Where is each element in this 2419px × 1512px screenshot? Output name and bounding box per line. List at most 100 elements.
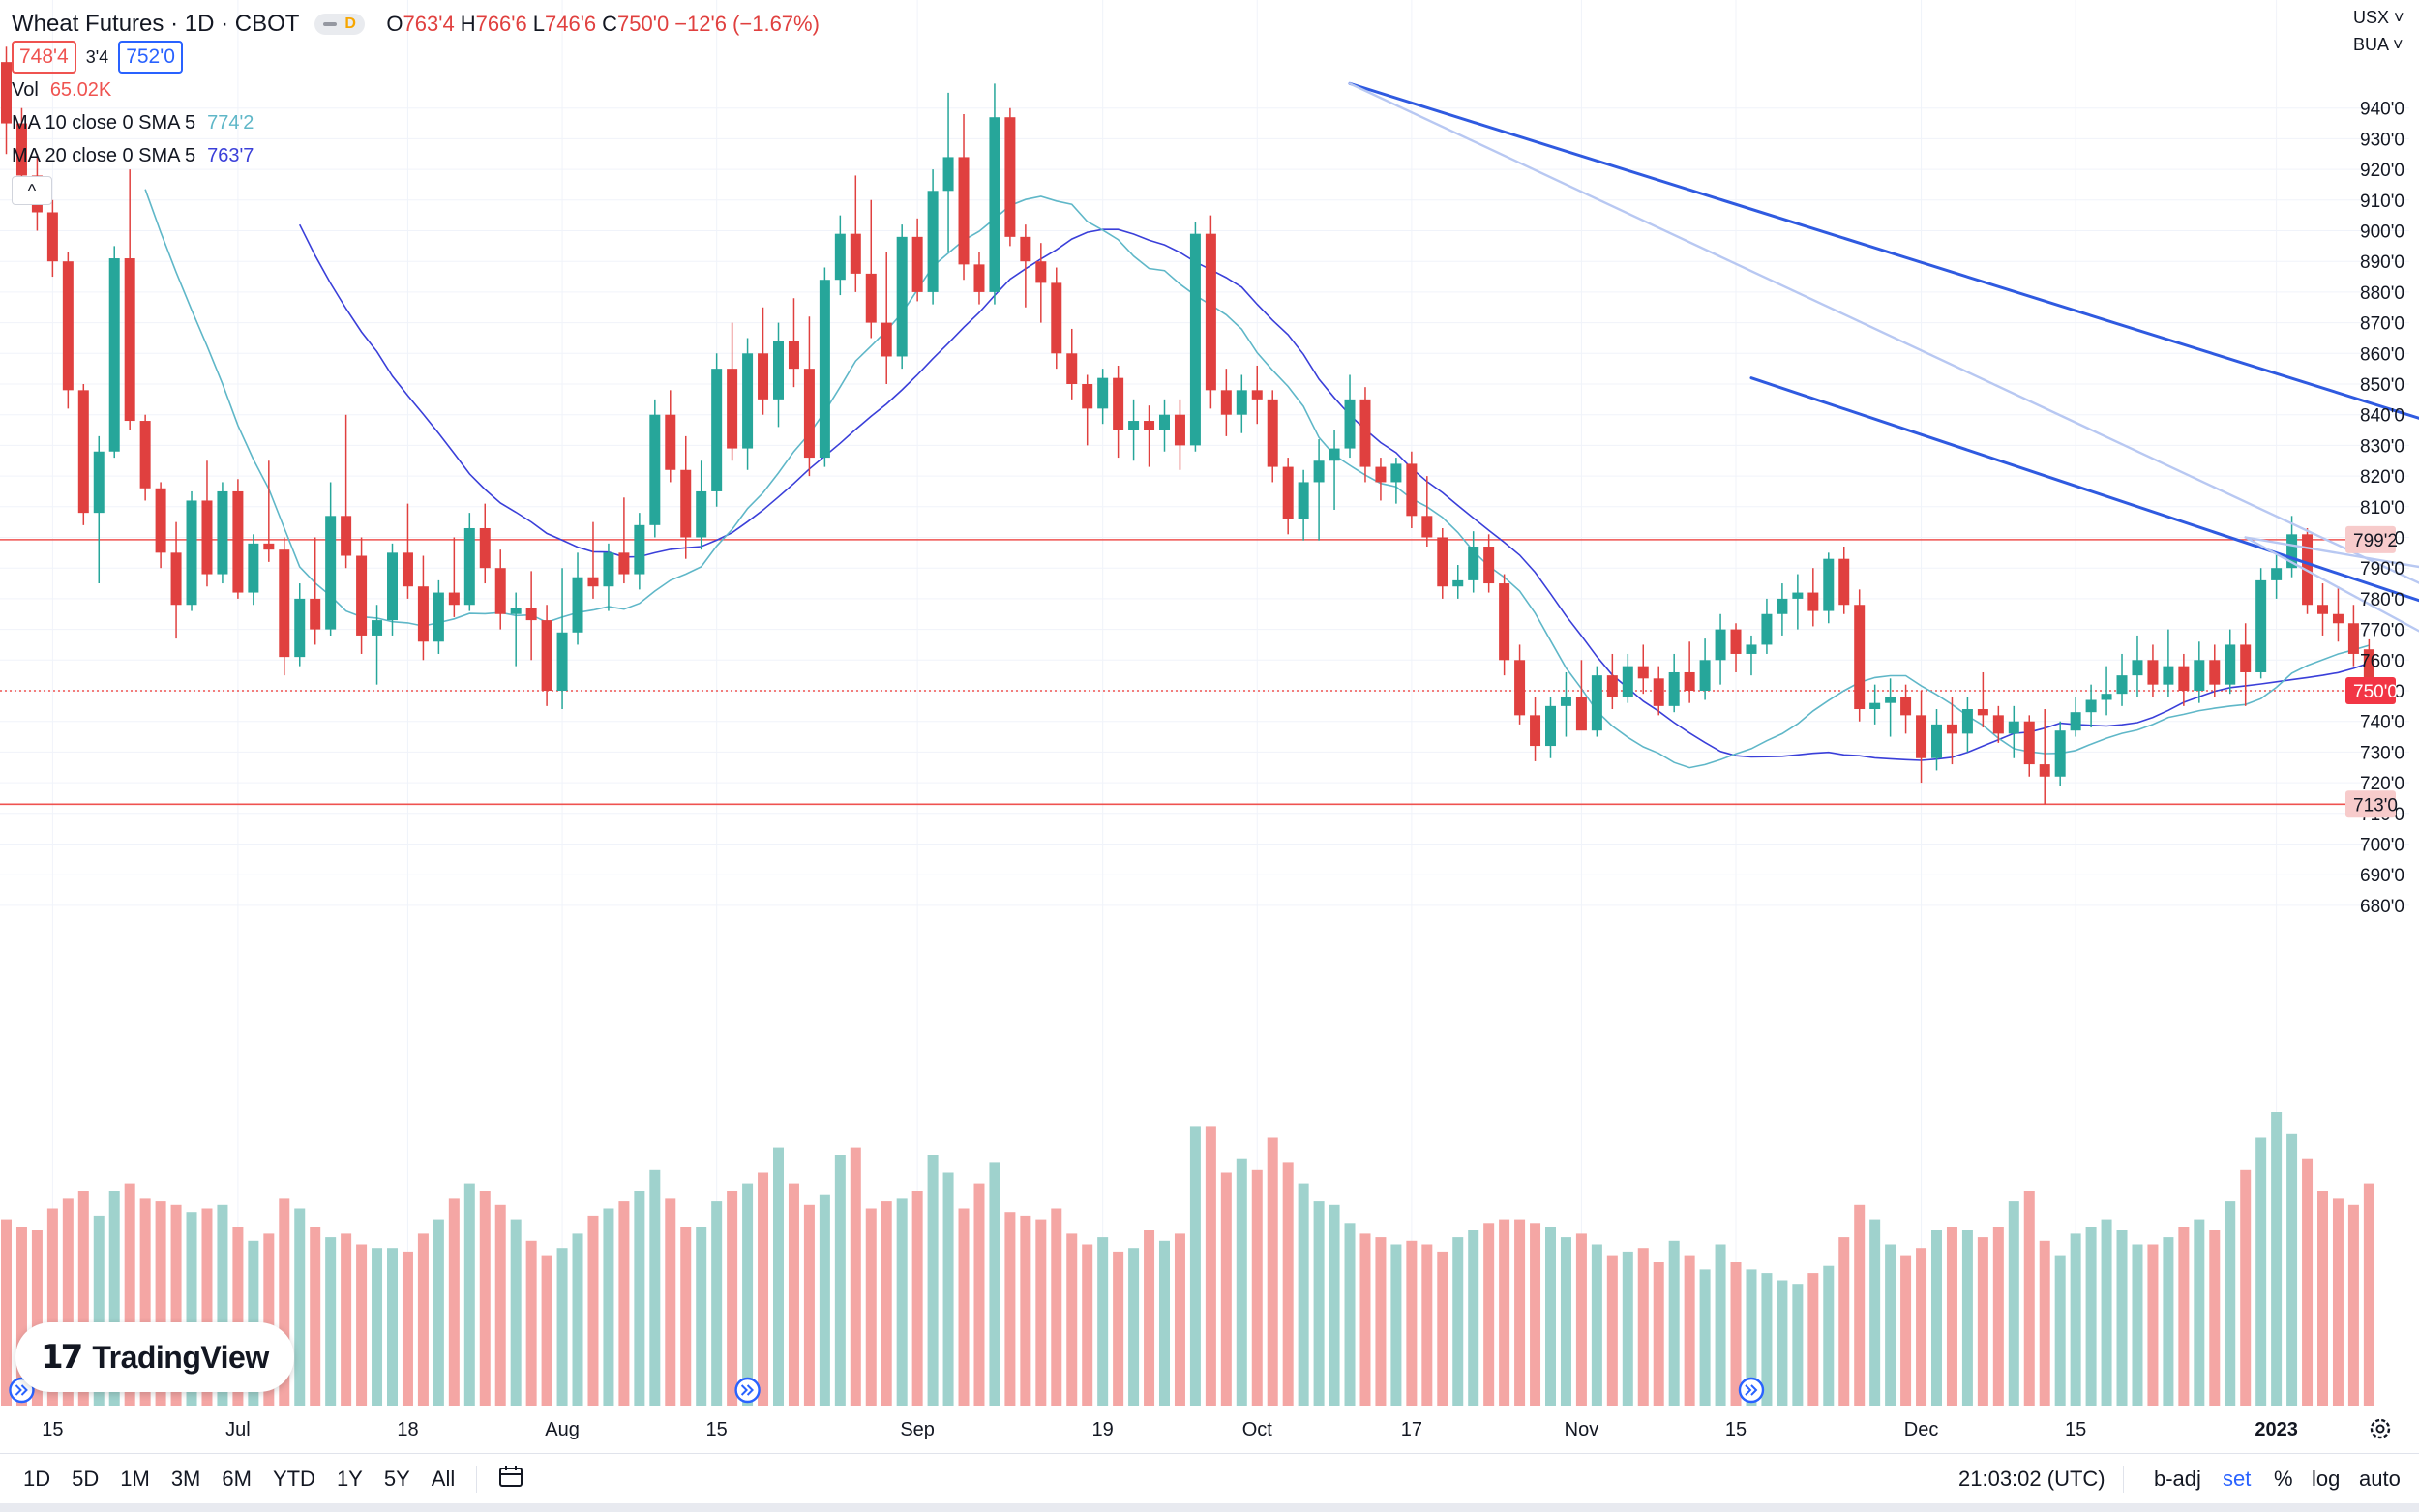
candle[interactable] (1900, 684, 1912, 734)
candle[interactable] (1344, 374, 1356, 459)
candle-body[interactable] (1869, 702, 1881, 710)
range-all-button[interactable]: All (431, 1467, 456, 1491)
candle[interactable] (1931, 709, 1942, 771)
ma20-indicator-row[interactable]: MA 20 close 0 SMA 5 763'7 (12, 139, 820, 172)
candle[interactable] (1575, 660, 1587, 731)
candle-body[interactable] (1591, 675, 1602, 731)
candle-body[interactable] (1452, 579, 1464, 587)
candle[interactable] (1082, 374, 1093, 446)
candle-body[interactable] (1468, 547, 1479, 580)
candle[interactable] (479, 503, 491, 584)
candle[interactable] (1437, 527, 1448, 599)
candle-body[interactable] (758, 353, 769, 400)
candle-body[interactable] (896, 236, 908, 357)
candle-body[interactable] (1344, 399, 1356, 449)
candles[interactable] (1, 46, 2374, 805)
candle[interactable] (1159, 399, 1170, 452)
candle-body[interactable] (649, 414, 661, 525)
candle[interactable] (2286, 516, 2298, 578)
candle-body[interactable] (881, 322, 892, 357)
candle[interactable] (1282, 458, 1294, 535)
candle[interactable] (279, 537, 290, 676)
candle[interactable] (1530, 697, 1541, 761)
candle[interactable] (1514, 644, 1526, 725)
candle[interactable] (232, 479, 244, 599)
candle-body[interactable] (1313, 460, 1325, 483)
candle-body[interactable] (1900, 697, 1912, 716)
candle-body[interactable] (665, 414, 676, 470)
candle[interactable] (1035, 243, 1047, 323)
candle-body[interactable] (2286, 534, 2298, 569)
candle[interactable] (77, 384, 89, 525)
candle[interactable] (263, 460, 275, 562)
candle-body[interactable] (927, 191, 939, 292)
candle[interactable] (1992, 705, 2004, 743)
candle-body[interactable] (1390, 463, 1402, 483)
clock-time[interactable]: 21:03:02 (UTC) (1958, 1467, 2105, 1491)
candle[interactable] (2332, 586, 2344, 642)
candle-body[interactable] (2039, 764, 2050, 777)
symbol-title[interactable]: Wheat Futures · 1D · CBOT (12, 11, 300, 37)
candle[interactable] (433, 579, 444, 654)
collapse-legend-button[interactable]: ^ (12, 176, 52, 205)
candle[interactable] (1653, 666, 1664, 716)
candle-body[interactable] (356, 555, 368, 636)
candle-body[interactable] (77, 390, 89, 514)
candle[interactable] (927, 169, 939, 305)
candle[interactable] (1421, 476, 1433, 548)
trend-lines[interactable] (1348, 81, 2419, 810)
candle-body[interactable] (108, 258, 120, 452)
candle[interactable] (711, 353, 723, 507)
candle-body[interactable] (911, 236, 923, 292)
candle[interactable] (1066, 328, 1078, 400)
candle-body[interactable] (819, 280, 830, 459)
candle[interactable] (556, 568, 568, 710)
candle-body[interactable] (1251, 390, 1263, 400)
candle[interactable] (248, 534, 259, 606)
candle-body[interactable] (696, 490, 707, 538)
candle[interactable] (803, 316, 815, 477)
candle-body[interactable] (433, 592, 444, 642)
candle-body[interactable] (850, 233, 861, 274)
candle-body[interactable] (1946, 724, 1957, 734)
range-1y-button[interactable]: 1Y (336, 1467, 363, 1491)
candle[interactable] (865, 199, 877, 339)
trend-line[interactable] (2244, 536, 2419, 805)
candle[interactable] (1838, 547, 1850, 614)
candle-body[interactable] (541, 620, 552, 691)
candle[interactable] (2194, 641, 2205, 703)
percent-toggle[interactable]: % (2274, 1467, 2293, 1491)
trend-line[interactable] (1348, 81, 2419, 654)
candle-body[interactable] (1684, 671, 1695, 691)
candle-body[interactable] (402, 552, 413, 587)
candle-body[interactable] (973, 264, 985, 292)
candle[interactable] (1313, 439, 1325, 541)
candle-body[interactable] (773, 341, 784, 400)
candle[interactable] (1916, 691, 1927, 784)
candle[interactable] (1792, 574, 1804, 630)
candle-body[interactable] (2317, 605, 2328, 614)
candle[interactable] (1668, 653, 1680, 713)
candle-body[interactable] (279, 549, 290, 658)
candle-body[interactable] (1421, 516, 1433, 538)
candle[interactable] (989, 83, 1000, 305)
candle-body[interactable] (1715, 629, 1726, 661)
candle-body[interactable] (217, 490, 228, 575)
candle-body[interactable] (634, 524, 645, 575)
candle[interactable] (2147, 644, 2159, 697)
candle-body[interactable] (263, 543, 275, 550)
candle-body[interactable] (1668, 671, 1680, 706)
candle[interactable] (2255, 568, 2267, 679)
candle-body[interactable] (2101, 694, 2112, 700)
candle-body[interactable] (2147, 660, 2159, 685)
candle[interactable] (1885, 678, 1896, 737)
candle[interactable] (1730, 623, 1742, 672)
candle[interactable] (494, 549, 506, 630)
candle[interactable] (2008, 705, 2019, 758)
candle-body[interactable] (989, 117, 1000, 292)
candle[interactable] (1375, 458, 1387, 501)
candle-body[interactable] (1359, 399, 1371, 467)
candle-body[interactable] (1530, 715, 1541, 747)
candle[interactable] (1468, 531, 1479, 593)
candle-body[interactable] (2116, 675, 2128, 695)
